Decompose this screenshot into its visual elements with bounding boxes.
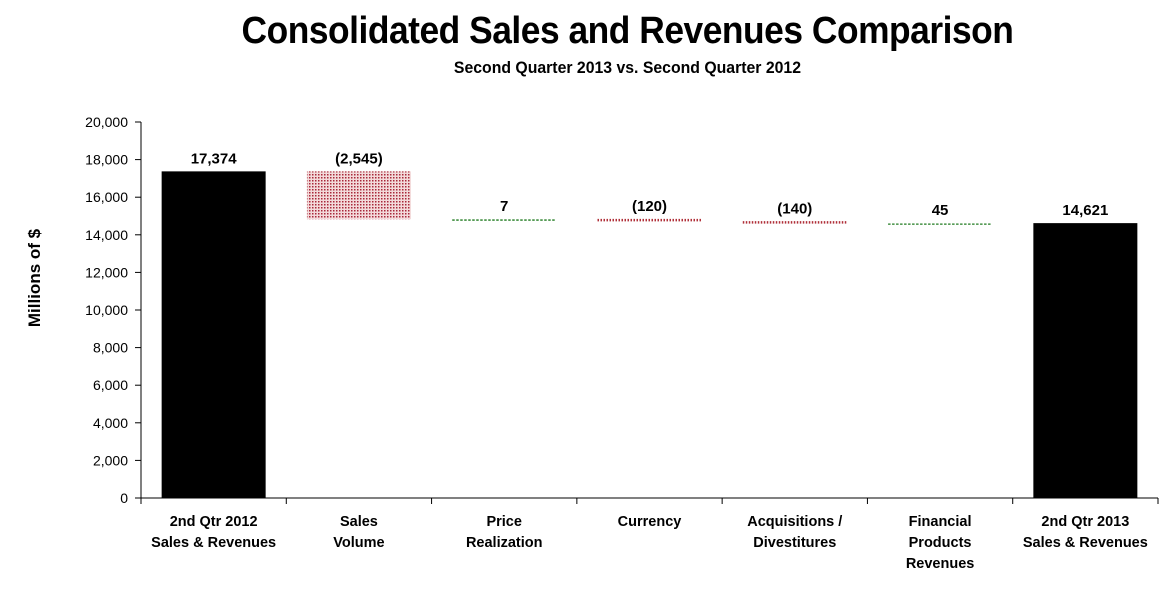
- data-label: (120): [632, 198, 667, 215]
- y-tick-label: 16,000: [85, 189, 128, 205]
- y-tick-label: 6,000: [93, 377, 128, 393]
- data-label: (2,545): [335, 150, 383, 167]
- y-tick-label: 18,000: [85, 152, 128, 168]
- y-tick-label: 10,000: [85, 302, 128, 318]
- y-tick-label: 12,000: [85, 264, 128, 280]
- x-category-label: 2nd Qtr 2013 Sales & Revenues: [1023, 514, 1148, 551]
- x-category-label: 2nd Qtr 2012 Sales & Revenues: [151, 514, 276, 551]
- data-label: (140): [777, 200, 812, 217]
- y-tick-label: 2,000: [93, 452, 128, 468]
- y-tick-label: 8,000: [93, 340, 128, 356]
- y-tick-label: 4,000: [93, 415, 128, 431]
- data-label: 7: [500, 198, 508, 215]
- x-category-label: Price Realization: [466, 514, 543, 551]
- total-bar: [161, 171, 266, 498]
- y-tick-label: 14,000: [85, 227, 128, 243]
- y-tick-label: 0: [120, 490, 128, 506]
- x-category-label: Sales Volume: [333, 514, 384, 551]
- total-bar: [1033, 223, 1138, 499]
- chart-title: Consolidated Sales and Revenues Comparis…: [241, 10, 1014, 52]
- decrease-bar: [306, 171, 411, 220]
- chart-subtitle: Second Quarter 2013 vs. Second Quarter 2…: [453, 58, 802, 77]
- data-label: 45: [932, 202, 949, 219]
- x-category-label: Acquisitions / Divestitures: [747, 514, 842, 551]
- data-label: 14,621: [1062, 202, 1108, 219]
- x-category-label: Financial Products Revenues: [906, 514, 975, 572]
- x-category-label: Currency: [618, 514, 682, 530]
- y-tick-label: 20,000: [85, 114, 128, 130]
- data-label: 17,374: [191, 150, 238, 167]
